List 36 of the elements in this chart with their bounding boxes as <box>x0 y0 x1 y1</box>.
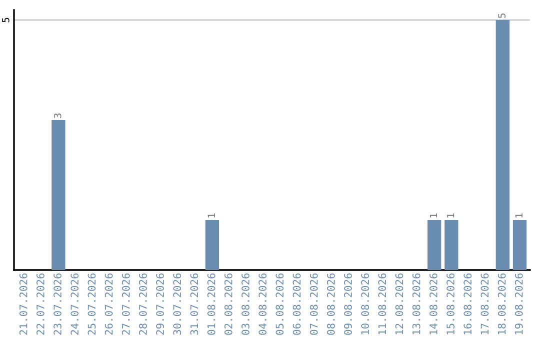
x-tick-label: 15.08.2026 <box>446 273 454 334</box>
x-tick-label: 09.08.2026 <box>344 273 352 335</box>
x-tick-label: 28.07.2026 <box>139 273 147 335</box>
x-tick-label: 14.08.2026 <box>429 273 438 334</box>
data-label: 1 <box>447 213 454 218</box>
data-label: 1 <box>515 213 522 218</box>
x-tick-label: 02.08.2026 <box>224 273 232 335</box>
x-tick-label: 30.07.2026 <box>173 273 182 335</box>
x-tick-label: 27.07.2026 <box>122 273 130 335</box>
x-tick-label: 18.08.2026 <box>498 273 506 334</box>
x-tick-label: 13.08.2026 <box>412 273 420 334</box>
data-label: 1 <box>208 213 215 218</box>
x-tick-label: 25.07.2026 <box>88 273 96 335</box>
x-tick-label: 24.07.2026 <box>70 273 79 335</box>
x-tick-label: 06.08.2026 <box>292 273 301 335</box>
data-label: 1 <box>430 213 438 218</box>
x-tick-label: 07.08.2026 <box>310 273 318 335</box>
x-tick-label: 10.08.2026 <box>361 273 370 334</box>
x-tick-label: 26.07.2026 <box>104 273 113 335</box>
x-tick-label: 22.07.2026 <box>36 273 44 335</box>
x-tick-label: 29.07.2026 <box>156 273 164 335</box>
x-tick-label: 04.08.2026 <box>258 273 267 335</box>
x-tick-label: 17.08.2026 <box>480 273 489 334</box>
x-tick-label: 11.08.2026 <box>378 273 386 334</box>
x-tick-label: 03.08.2026 <box>242 273 250 335</box>
data-label: 5 <box>498 14 506 18</box>
x-tick-label: 31.07.2026 <box>190 273 198 335</box>
x-tick-label: 19.08.2026 <box>514 273 523 334</box>
x-tick-label: 21.07.2026 <box>19 273 28 335</box>
x-tick-label: 01.08.2026 <box>207 273 216 335</box>
x-tick-label: 16.08.2026 <box>464 273 472 334</box>
x-tick-label: 23.07.2026 <box>54 273 62 335</box>
data-label: 3 <box>54 113 62 118</box>
x-tick-label: 08.08.2026 <box>326 273 335 335</box>
x-tick-label: 12.08.2026 <box>395 273 404 334</box>
x-tick-label: 05.08.2026 <box>276 273 284 335</box>
